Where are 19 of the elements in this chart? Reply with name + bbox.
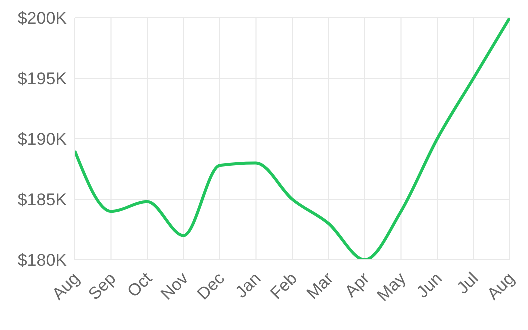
line-series <box>75 18 510 260</box>
x-tick-label: May <box>374 268 410 306</box>
x-tick-label: Jul <box>453 269 482 298</box>
y-tick-label: $190K <box>18 130 68 150</box>
x-tick-label: Aug <box>48 269 84 304</box>
x-tick-label: Nov <box>157 268 193 304</box>
x-tick-label: Feb <box>266 269 301 304</box>
x-tick-label: Mar <box>303 268 338 304</box>
y-tick-label: $200K <box>18 9 68 28</box>
x-tick-label: Aug <box>484 269 518 304</box>
y-tick-label: $195K <box>18 70 68 89</box>
x-tick-label: Dec <box>194 268 229 304</box>
x-tick-label: Sep <box>84 269 120 304</box>
x-tick-label: Oct <box>124 268 156 302</box>
x-tick-label: Jan <box>232 269 265 302</box>
x-tick-label: Apr <box>341 268 374 302</box>
y-tick-label: $185K <box>18 190 68 210</box>
y-tick-label: $180K <box>18 251 68 270</box>
x-tick-label: Jun <box>413 269 446 302</box>
